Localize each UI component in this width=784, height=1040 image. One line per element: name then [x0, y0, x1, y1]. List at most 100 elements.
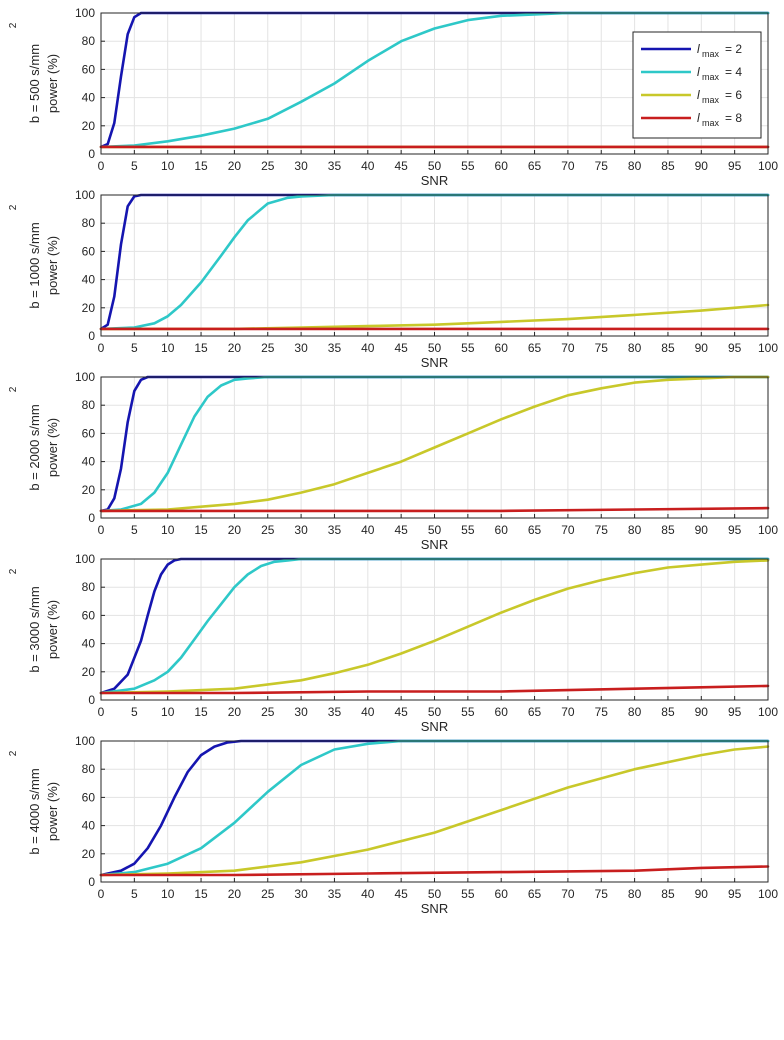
y-axis-label-bvalue: b = 500 s/mm — [27, 44, 42, 123]
y-axis-label-power: power (%) — [45, 236, 60, 295]
y-axis-label-power: power (%) — [45, 418, 60, 477]
series-line-3 — [99, 375, 770, 513]
x-tick-label: 30 — [294, 887, 308, 901]
legend-subscript: max — [702, 72, 720, 82]
x-tick-label: 5 — [131, 705, 138, 719]
x-tick-label: 85 — [661, 341, 675, 355]
y-tick-label: 80 — [82, 580, 96, 594]
y-tick-label: 40 — [82, 637, 96, 651]
x-tick-label: 50 — [428, 523, 442, 537]
x-tick-label: 60 — [495, 705, 509, 719]
y-axis-label-superscript: 2 — [8, 750, 19, 756]
legend-symbol: l — [697, 88, 700, 102]
y-tick-label: 80 — [82, 216, 96, 230]
y-axis-label-power: power (%) — [45, 782, 60, 841]
x-tick-label: 55 — [461, 159, 475, 173]
x-tick-label: 100 — [758, 887, 778, 901]
x-tick-label: 20 — [228, 341, 242, 355]
x-tick-label: 55 — [461, 705, 475, 719]
x-tick-label: 65 — [528, 887, 542, 901]
series-line-2 — [99, 557, 770, 695]
x-tick-label: 85 — [661, 705, 675, 719]
legend-symbol: l — [697, 42, 700, 56]
legend-symbol: l — [697, 111, 700, 125]
x-tick-label: 80 — [628, 159, 642, 173]
x-tick-label: 0 — [98, 705, 105, 719]
series-line-3 — [99, 745, 770, 877]
y-tick-label: 60 — [82, 426, 96, 440]
y-tick-label: 40 — [82, 455, 96, 469]
y-tick-label: 60 — [82, 62, 96, 76]
y-tick-label: 20 — [82, 847, 96, 861]
x-axis-label: SNR — [421, 901, 448, 916]
x-tick-label: 80 — [628, 887, 642, 901]
y-tick-label: 100 — [75, 734, 95, 748]
x-tick-label: 95 — [728, 523, 742, 537]
y-tick-label: 100 — [75, 370, 95, 384]
x-tick-label: 25 — [261, 341, 275, 355]
x-tick-label: 65 — [528, 159, 542, 173]
x-tick-label: 100 — [758, 705, 778, 719]
chart-panel-b1000: 0 5 10 15 20 25 30 35 40 45 50 55 60 65 70 75 80 85 90 95 10… — [8, 188, 778, 370]
series-line-3 — [99, 559, 770, 695]
legend-subscript: max — [702, 118, 720, 128]
y-tick-label: 0 — [88, 693, 95, 707]
x-tick-label: 60 — [495, 341, 509, 355]
x-tick-label: 35 — [328, 523, 342, 537]
y-axis-label-power: power (%) — [45, 600, 60, 659]
y-tick-label: 80 — [82, 762, 96, 776]
x-tick-label: 95 — [728, 705, 742, 719]
x-tick-label: 20 — [228, 159, 242, 173]
series-line-2 — [99, 739, 770, 877]
x-tick-label: 40 — [361, 523, 375, 537]
x-tick-label: 15 — [194, 523, 208, 537]
y-axis-label-power: power (%) — [45, 54, 60, 113]
y-tick-label: 0 — [88, 329, 95, 343]
x-tick-label: 60 — [495, 523, 509, 537]
chart-panel-b500: 0 5 10 15 20 25 30 35 40 45 50 55 60 65 70 75 80 85 90 95 10… — [8, 6, 778, 188]
x-tick-label: 60 — [495, 887, 509, 901]
x-tick-label: 25 — [261, 523, 275, 537]
y-tick-label: 0 — [88, 511, 95, 525]
y-axis-label-bvalue: b = 1000 s/mm — [27, 222, 42, 308]
x-tick-label: 90 — [695, 523, 709, 537]
x-tick-label: 100 — [758, 341, 778, 355]
x-tick-label: 70 — [561, 887, 575, 901]
x-tick-label: 35 — [328, 705, 342, 719]
x-tick-label: 35 — [328, 341, 342, 355]
x-tick-label: 25 — [261, 705, 275, 719]
x-tick-label: 90 — [695, 887, 709, 901]
y-tick-label: 100 — [75, 6, 95, 20]
series-line-4 — [99, 506, 770, 513]
legend-subscript: max — [702, 95, 720, 105]
y-axis-label-superscript: 2 — [8, 22, 19, 28]
x-tick-label: 15 — [194, 341, 208, 355]
x-tick-label: 80 — [628, 523, 642, 537]
x-tick-label: 90 — [695, 341, 709, 355]
x-tick-label: 30 — [294, 705, 308, 719]
x-tick-label: 95 — [728, 341, 742, 355]
x-tick-label: 10 — [161, 523, 175, 537]
x-tick-label: 75 — [595, 887, 609, 901]
x-tick-label: 65 — [528, 705, 542, 719]
y-tick-label: 60 — [82, 790, 96, 804]
x-tick-label: 80 — [628, 341, 642, 355]
x-tick-label: 60 — [495, 159, 509, 173]
y-axis-label-superscript: 2 — [8, 204, 19, 210]
x-tick-label: 75 — [595, 341, 609, 355]
x-tick-label: 0 — [98, 159, 105, 173]
chart-panel-b3000: 0 5 10 15 20 25 30 35 40 45 50 55 60 65 70 75 80 85 90 95 10… — [8, 552, 778, 734]
x-tick-label: 90 — [695, 159, 709, 173]
y-axis-label-superscript: 2 — [8, 386, 19, 392]
legend-subscript: max — [702, 49, 720, 59]
x-tick-label: 70 — [561, 523, 575, 537]
x-tick-label: 75 — [595, 159, 609, 173]
x-tick-label: 10 — [161, 159, 175, 173]
series-line-2 — [99, 193, 770, 331]
x-tick-label: 0 — [98, 341, 105, 355]
x-axis-label: SNR — [421, 173, 448, 188]
x-tick-label: 45 — [394, 705, 408, 719]
x-tick-label: 90 — [695, 705, 709, 719]
y-tick-label: 80 — [82, 34, 96, 48]
